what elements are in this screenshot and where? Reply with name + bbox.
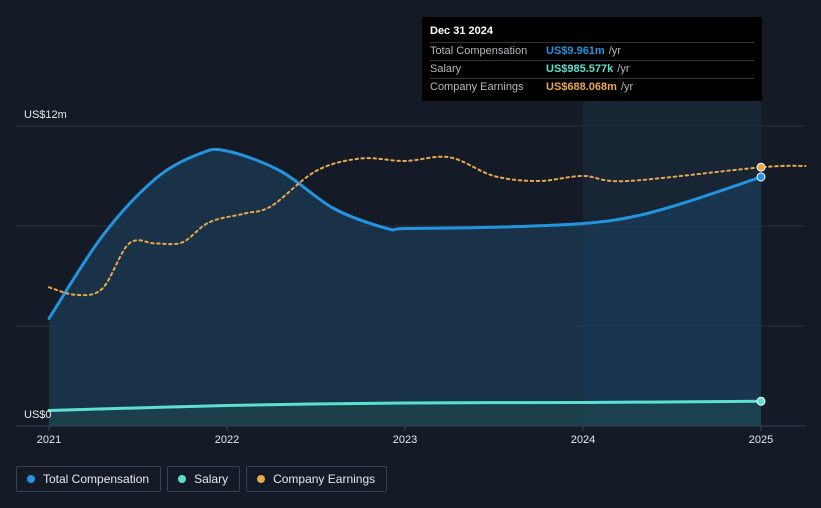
legend-dot-icon bbox=[27, 475, 35, 483]
y-axis-top-label: US$12m bbox=[24, 109, 67, 121]
legend-total-compensation[interactable]: Total Compensation bbox=[16, 466, 162, 492]
salary-marker bbox=[756, 396, 766, 406]
tooltip-date: Dec 31 2024 bbox=[430, 25, 493, 37]
chart-legend: Total Compensation Salary Company Earnin… bbox=[16, 466, 388, 492]
tooltip-row-total-compensation: Total Compensation US$9.961m /yr bbox=[430, 42, 754, 60]
total-compensation-area bbox=[49, 149, 761, 426]
legend-dot-icon bbox=[178, 475, 187, 483]
total-compensation-marker bbox=[756, 172, 766, 182]
tooltip-label: Salary bbox=[430, 63, 462, 75]
tooltip-label: Total Compensation bbox=[430, 45, 528, 57]
x-tick-label: 2025 bbox=[749, 434, 773, 446]
legend-label: Total Compensation bbox=[43, 472, 150, 486]
x-tick-label: 2023 bbox=[393, 434, 417, 446]
tooltip-unit: /yr bbox=[620, 81, 634, 93]
legend-dot-icon bbox=[257, 475, 266, 483]
tooltip-label: Company Earnings bbox=[430, 81, 524, 93]
tooltip-unit: /yr bbox=[617, 63, 630, 75]
tooltip-unit: /yr bbox=[608, 45, 621, 57]
y-axis-bottom-label: US$0 bbox=[24, 409, 52, 421]
company-earnings-line bbox=[48, 155, 807, 297]
legend-label: Company Earnings bbox=[273, 472, 376, 486]
hover-tooltip: Dec 31 2024 Total Compensation US$9.961m… bbox=[422, 17, 762, 101]
salary-line bbox=[47, 399, 763, 412]
tooltip-value: US$985.577k bbox=[546, 63, 614, 75]
legend-company-earnings[interactable]: Company Earnings bbox=[246, 466, 388, 492]
total-compensation-line bbox=[47, 147, 763, 320]
x-tick-label: 2021 bbox=[37, 434, 61, 446]
tooltip-row-company-earnings: Company Earnings US$688.068m /yr bbox=[430, 78, 754, 96]
tooltip-value: US$688.068m bbox=[546, 81, 617, 93]
salary-area bbox=[49, 401, 761, 426]
tooltip-value: US$9.961m bbox=[546, 45, 605, 57]
legend-label: Salary bbox=[194, 472, 229, 486]
x-tick-label: 2022 bbox=[215, 434, 239, 446]
company-earnings-marker bbox=[756, 162, 766, 172]
legend-salary[interactable]: Salary bbox=[167, 466, 241, 492]
x-tick-label: 2024 bbox=[571, 434, 595, 446]
tooltip-row-salary: Salary US$985.577k /yr bbox=[430, 60, 754, 78]
